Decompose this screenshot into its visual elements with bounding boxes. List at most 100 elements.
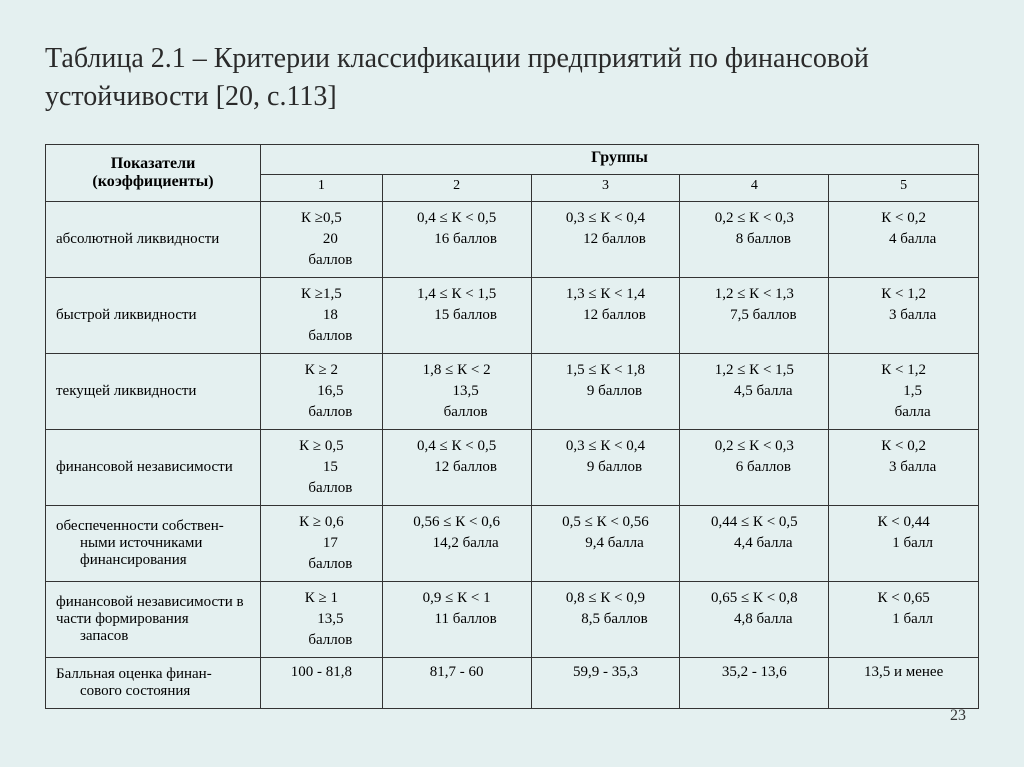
score-text: 15 баллов	[387, 305, 527, 326]
score-text: 16 баллов	[387, 229, 527, 250]
value-cell: 1,2 ≤ К < 1,37,5 баллов	[680, 277, 829, 353]
score-text-2: баллов	[265, 554, 378, 575]
condition-text: 0,4 ≤ К < 0,5	[387, 208, 527, 229]
condition-text: К ≥0,5	[265, 208, 378, 229]
condition-text: К < 0,44	[833, 512, 974, 533]
value-cell: 0,4 ≤ К < 0,512 баллов	[382, 429, 531, 505]
indicator-label: текущей ликвидности	[56, 383, 196, 399]
indicator-cell: быстрой ликвидности	[46, 277, 261, 353]
score-text: 4,8 балла	[684, 609, 824, 630]
condition-text: К ≥ 2	[265, 360, 378, 381]
score-text-2: баллов	[387, 402, 527, 423]
condition-text: К ≥ 0,5	[265, 436, 378, 457]
condition-text: 0,56 ≤ К < 0,6	[387, 512, 527, 533]
indicator-label-line2: запасов	[56, 628, 254, 645]
condition-text: 1,5 ≤ К < 1,8	[536, 360, 676, 381]
condition-text: 1,3 ≤ К < 1,4	[536, 284, 676, 305]
value-cell: 0,5 ≤ К < 0,569,4 балла	[531, 505, 680, 581]
value-cell: 0,3 ≤ К < 0,412 баллов	[531, 201, 680, 277]
value-cell: 1,8 ≤ К < 213,5баллов	[382, 353, 531, 429]
score-text-2: баллов	[265, 478, 378, 499]
condition-text: К < 1,2	[833, 360, 974, 381]
indicator-cell: текущей ликвидности	[46, 353, 261, 429]
value-cell: К < 1,23 балла	[829, 277, 979, 353]
condition-text: 0,9 ≤ К < 1	[387, 588, 527, 609]
value-cell: К < 0,24 балла	[829, 201, 979, 277]
indicator-label: финансовой независимости	[56, 459, 233, 475]
score-text: 1 балл	[833, 609, 974, 630]
condition-text: К ≥1,5	[265, 284, 378, 305]
value-cell: 0,4 ≤ К < 0,516 баллов	[382, 201, 531, 277]
value-cell: К ≥0,520баллов	[261, 201, 383, 277]
group-num-2: 2	[382, 175, 531, 201]
score-text: 4 балла	[833, 229, 974, 250]
condition-text: 1,8 ≤ К < 2	[387, 360, 527, 381]
score-text: 9 баллов	[536, 457, 676, 478]
value-cell: 1,4 ≤ К < 1,515 баллов	[382, 277, 531, 353]
condition-text: 1,2 ≤ К < 1,3	[684, 284, 824, 305]
page-number: 23	[950, 707, 966, 725]
score-text: 8,5 баллов	[536, 609, 676, 630]
score-text: 7,5 баллов	[684, 305, 824, 326]
condition-text: 0,8 ≤ К < 0,9	[536, 588, 676, 609]
summary-cell: 100 - 81,8	[261, 657, 383, 708]
group-num-1: 1	[261, 175, 383, 201]
score-text-2: баллов	[265, 402, 378, 423]
condition-text: 0,4 ≤ К < 0,5	[387, 436, 527, 457]
score-text: 13,5	[265, 609, 378, 630]
summary-cell: 81,7 - 60	[382, 657, 531, 708]
score-text: 8 баллов	[684, 229, 824, 250]
score-text: 15	[265, 457, 378, 478]
condition-text: К ≥ 1	[265, 588, 378, 609]
table-row: абсолютной ликвидности К ≥0,520баллов0,4 …	[46, 201, 979, 277]
group-num-5: 5	[829, 175, 979, 201]
indicator-label: абсолютной ликвидности	[56, 231, 219, 247]
score-text: 3 балла	[833, 305, 974, 326]
value-cell: 0,2 ≤ К < 0,36 баллов	[680, 429, 829, 505]
value-cell: 1,2 ≤ К < 1,54,5 балла	[680, 353, 829, 429]
condition-text: К < 0,2	[833, 436, 974, 457]
header-groups: Группы	[261, 144, 979, 175]
value-cell: К < 0,23 балла	[829, 429, 979, 505]
value-cell: 0,9 ≤ К < 111 баллов	[382, 581, 531, 657]
score-text: 17	[265, 533, 378, 554]
score-text: 14,2 балла	[387, 533, 527, 554]
score-text-2: баллов	[265, 326, 378, 347]
score-text: 4,5 балла	[684, 381, 824, 402]
summary-label-cell: Балльная оценка финан-сового состояния	[46, 657, 261, 708]
table-row: финансовой независимостиК ≥ 0,515баллов0…	[46, 429, 979, 505]
indicator-label: быстрой ликвидности	[56, 307, 197, 323]
table-row: обеспеченности собствен-ными источниками…	[46, 505, 979, 581]
summary-label: Балльная оценка финан-	[56, 666, 212, 682]
summary-cell: 35,2 - 13,6	[680, 657, 829, 708]
value-cell: 0,44 ≤ К < 0,54,4 балла	[680, 505, 829, 581]
summary-cell: 59,9 - 35,3	[531, 657, 680, 708]
indicator-cell: абсолютной ликвидности	[46, 201, 261, 277]
score-text: 3 балла	[833, 457, 974, 478]
table-row: текущей ликвидностиК ≥ 216,5баллов1,8 ≤ …	[46, 353, 979, 429]
value-cell: К < 1,21,5балла	[829, 353, 979, 429]
condition-text: 0,2 ≤ К < 0,3	[684, 436, 824, 457]
score-text: 6 баллов	[684, 457, 824, 478]
indicator-label: обеспеченности собствен-	[56, 518, 224, 534]
group-num-4: 4	[680, 175, 829, 201]
value-cell: К ≥ 0,617баллов	[261, 505, 383, 581]
value-cell: 0,8 ≤ К < 0,98,5 баллов	[531, 581, 680, 657]
value-cell: К < 0,441 балл	[829, 505, 979, 581]
score-text: 16,5	[265, 381, 378, 402]
score-text: 12 баллов	[387, 457, 527, 478]
value-cell: К ≥ 113,5баллов	[261, 581, 383, 657]
score-text: 12 баллов	[536, 305, 676, 326]
condition-text: 1,4 ≤ К < 1,5	[387, 284, 527, 305]
value-cell: К < 0,651 балл	[829, 581, 979, 657]
summary-row: Балльная оценка финан-сового состояния10…	[46, 657, 979, 708]
value-cell: 1,3 ≤ К < 1,412 баллов	[531, 277, 680, 353]
indicator-cell: обеспеченности собствен-ными источниками…	[46, 505, 261, 581]
score-text: 1,5	[833, 381, 974, 402]
score-text: 4,4 балла	[684, 533, 824, 554]
value-cell: 1,5 ≤ К < 1,89 баллов	[531, 353, 680, 429]
condition-text: 0,65 ≤ К < 0,8	[684, 588, 824, 609]
value-cell: 0,2 ≤ К < 0,38 баллов	[680, 201, 829, 277]
value-cell: К ≥ 216,5баллов	[261, 353, 383, 429]
indicator-cell: финансовой независимости в части формиро…	[46, 581, 261, 657]
